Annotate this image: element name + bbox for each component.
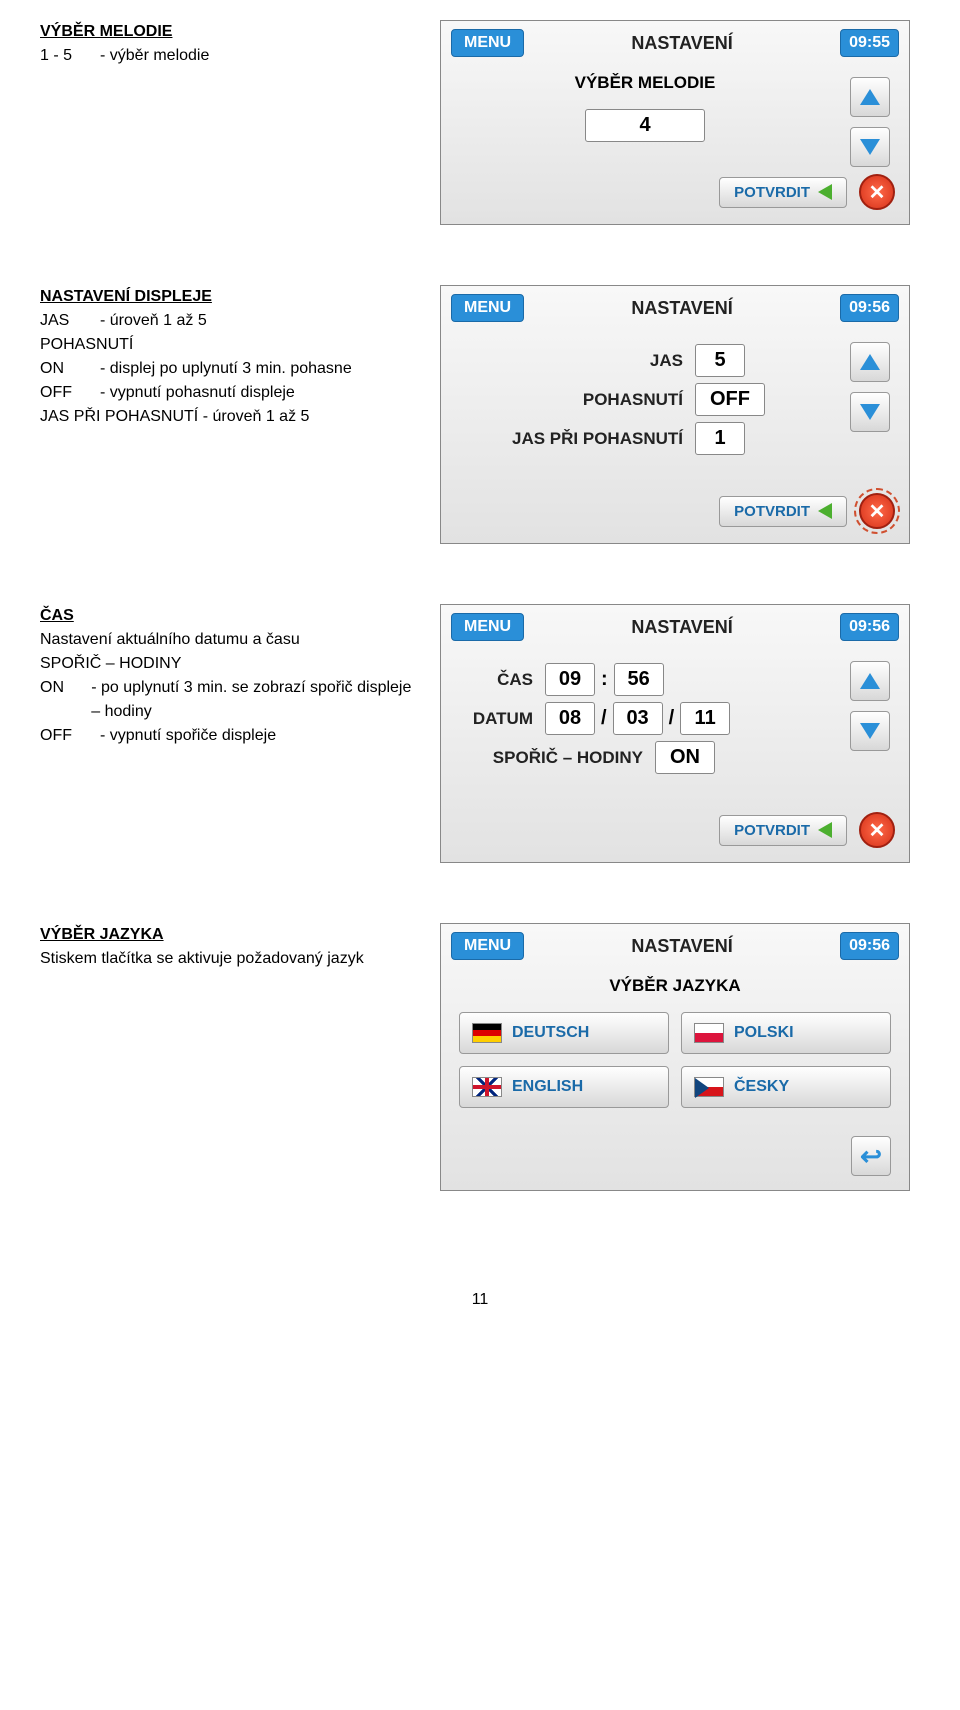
date-sep: / [595,707,613,730]
cas-label: ČAS [455,670,545,690]
melody-desc: - výběr melodie [100,44,209,68]
confirm-arrow-icon [818,822,832,838]
time-badge: 09:56 [840,613,899,641]
row-val: - vypnutí pohasnutí displeje [100,381,295,405]
time-badge: 09:55 [840,29,899,57]
display-panel: MENU NASTAVENÍ 09:56 JAS 5 POHASNUTÍ OFF [440,285,910,544]
row-key: OFF [40,724,100,748]
confirm-label: POTVRDIT [734,822,810,839]
panel-title: NASTAVENÍ [534,33,830,54]
menu-button[interactable]: MENU [451,29,524,57]
lang-cesky-button[interactable]: ČESKY [681,1066,891,1108]
time-sep: : [595,668,614,691]
cancel-button[interactable]: ✕ [859,812,895,848]
confirm-button[interactable]: POTVRDIT [719,496,847,527]
section-language: VÝBĚR JAZYKA Stiskem tlačítka se aktivuj… [40,923,920,1191]
cancel-button[interactable]: ✕ [859,493,895,529]
melody-panel: MENU NASTAVENÍ 09:55 VÝBĚR MELODIE 4 [440,20,910,225]
cas-min[interactable]: 56 [614,663,664,696]
confirm-label: POTVRDIT [734,184,810,201]
time-sub: Nastavení aktuálního datumu a času [40,628,420,652]
row-val: - displej po uplynutí 3 min. pohasne [100,357,352,381]
flag-cz-icon [694,1077,724,1097]
confirm-button[interactable]: POTVRDIT [719,177,847,208]
menu-button[interactable]: MENU [451,613,524,641]
u-icon: ↩ [860,1141,882,1172]
display-heading: NASTAVENÍ DISPLEJE [40,285,420,309]
arrow-down-button[interactable] [850,392,890,432]
row-key: ON [40,357,100,381]
pohasnuti-label: POHASNUTÍ [455,390,695,410]
arrow-up-button[interactable] [850,661,890,701]
row-val: - úroveň 1 až 5 [100,309,207,333]
arrow-up-button[interactable] [850,77,890,117]
jas-value[interactable]: 5 [695,344,745,377]
panel-title: NASTAVENÍ [534,936,830,957]
row-key: ON [40,676,91,724]
row-val: - po uplynutí 3 min. se zobrazí spořič d… [91,676,420,724]
sporic-label: SPOŘIČ – HODINY [455,748,655,768]
lang-label: POLSKI [734,1024,794,1042]
row-val: POHASNUTÍ [40,333,420,357]
row-val: JAS PŘI POHASNUTÍ - úroveň 1 až 5 [40,405,420,429]
flag-pl-icon [694,1023,724,1043]
time-heading: ČAS [40,604,420,628]
pohasnuti-value[interactable]: OFF [695,383,765,416]
confirm-button[interactable]: POTVRDIT [719,815,847,846]
datum-month[interactable]: 03 [613,702,663,735]
melody-body-title: VÝBĚR MELODIE [575,73,716,93]
menu-button[interactable]: MENU [451,932,524,960]
language-description: VÝBĚR JAZYKA Stiskem tlačítka se aktivuj… [40,923,440,971]
melody-range: 1 - 5 [40,44,100,68]
melody-heading: VÝBĚR MELODIE [40,20,420,44]
jas-label: JAS [455,351,695,371]
flag-de-icon [472,1023,502,1043]
time-description: ČAS Nastavení aktuálního datumu a času S… [40,604,440,748]
flag-en-icon [472,1077,502,1097]
row-key: JAS [40,309,100,333]
sporic-heading: SPOŘIČ – HODINY [40,652,420,676]
time-badge: 09:56 [840,294,899,322]
arrow-down-button[interactable] [850,127,890,167]
menu-button[interactable]: MENU [451,294,524,322]
display-description: NASTAVENÍ DISPLEJE JAS- úroveň 1 až 5 PO… [40,285,440,429]
confirm-label: POTVRDIT [734,503,810,520]
lang-deutsch-button[interactable]: DEUTSCH [459,1012,669,1054]
melody-description: VÝBĚR MELODIE 1 - 5 - výběr melodie [40,20,440,68]
lang-label: ČESKY [734,1078,789,1096]
cas-hour[interactable]: 09 [545,663,595,696]
arrow-up-button[interactable] [850,342,890,382]
lang-label: ENGLISH [512,1078,583,1096]
language-desc: Stiskem tlačítka se aktivuje požadovaný … [40,947,420,971]
language-heading: VÝBĚR JAZYKA [40,923,420,947]
section-melody: VÝBĚR MELODIE 1 - 5 - výběr melodie MENU… [40,20,920,225]
jas-pri-pohasnuti-label: JAS PŘI POHASNUTÍ [455,429,695,449]
back-button[interactable]: ↩ [851,1136,891,1176]
language-body-title: VÝBĚR JAZYKA [455,976,895,996]
panel-title: NASTAVENÍ [534,617,830,638]
section-display: NASTAVENÍ DISPLEJE JAS- úroveň 1 až 5 PO… [40,285,920,544]
language-panel: MENU NASTAVENÍ 09:56 VÝBĚR JAZYKA DEUTSC… [440,923,910,1191]
datum-year[interactable]: 11 [680,702,730,735]
time-panel: MENU NASTAVENÍ 09:56 ČAS 09 : 56 DATUM [440,604,910,863]
confirm-arrow-icon [818,184,832,200]
lang-label: DEUTSCH [512,1024,589,1042]
row-key: OFF [40,381,100,405]
sporic-value[interactable]: ON [655,741,715,774]
datum-label: DATUM [455,709,545,729]
panel-title: NASTAVENÍ [534,298,830,319]
page-number: 11 [40,1291,920,1309]
row-val: - vypnutí spořiče displeje [100,724,276,748]
lang-english-button[interactable]: ENGLISH [459,1066,669,1108]
section-time: ČAS Nastavení aktuálního datumu a času S… [40,604,920,863]
jas-pri-pohasnuti-value[interactable]: 1 [695,422,745,455]
arrow-down-button[interactable] [850,711,890,751]
lang-polski-button[interactable]: POLSKI [681,1012,891,1054]
time-badge: 09:56 [840,932,899,960]
cancel-button[interactable]: ✕ [859,174,895,210]
datum-day[interactable]: 08 [545,702,595,735]
confirm-arrow-icon [818,503,832,519]
date-sep: / [663,707,681,730]
melody-value[interactable]: 4 [585,109,705,142]
